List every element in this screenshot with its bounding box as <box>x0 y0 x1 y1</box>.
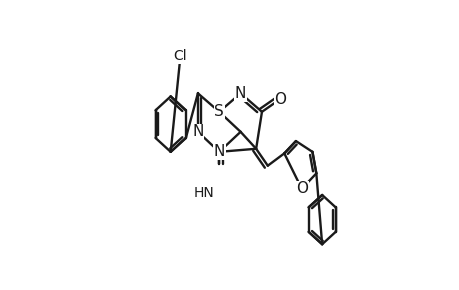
Text: N: N <box>235 86 246 101</box>
Text: O: O <box>274 92 286 107</box>
Text: HN: HN <box>193 186 213 200</box>
Text: N: N <box>213 144 224 159</box>
Text: Cl: Cl <box>173 49 187 63</box>
Text: N: N <box>192 124 203 139</box>
Text: O: O <box>295 181 307 196</box>
Text: S: S <box>214 104 224 119</box>
